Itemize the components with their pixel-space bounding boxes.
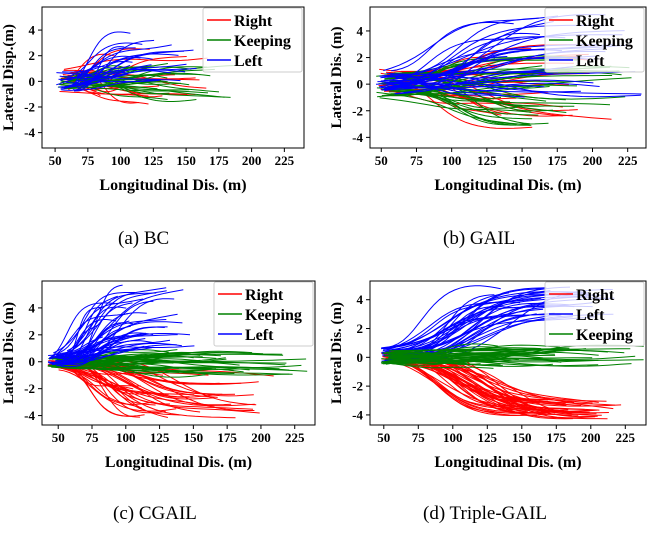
x-tick-label: 200 xyxy=(583,153,603,168)
legend-label: Left xyxy=(576,307,605,324)
x-tick-label: 125 xyxy=(144,153,164,168)
chart-b: 50 75 100 125 150 175 200 225 -4 -2 0 2 4 Longitudina… xyxy=(329,7,646,194)
legend-label: Keeping xyxy=(576,33,633,50)
y-axis-label: Lateral Dis. (m) xyxy=(329,26,345,128)
legend-label: Right xyxy=(576,287,615,304)
x-tick-label: 75 xyxy=(81,153,95,168)
y-tick-label: -2 xyxy=(352,379,363,394)
x-tick-label: 100 xyxy=(443,430,463,445)
y-tick-label: -2 xyxy=(24,381,35,396)
legend-label: Right xyxy=(234,13,273,30)
legend-label: Keeping xyxy=(234,33,291,50)
x-tick-label: 75 xyxy=(412,430,426,445)
x-tick-label: 150 xyxy=(176,153,196,168)
legend-label: Left xyxy=(234,53,263,70)
y-axis-label: Lateral Disp.(m) xyxy=(1,24,17,131)
caption-c: (c) CGAIL xyxy=(113,503,197,525)
legend-d: Right Left Keeping xyxy=(545,282,644,346)
x-tick-label: 50 xyxy=(52,430,65,445)
caption-d: (d) Triple-GAIL xyxy=(423,503,547,525)
y-tick-label: 2 xyxy=(357,321,364,336)
y-tick-label: 2 xyxy=(29,327,36,342)
y-tick-label: -4 xyxy=(352,130,363,145)
x-tick-label: 150 xyxy=(512,430,532,445)
x-tick-label: 225 xyxy=(275,153,295,168)
y-tick-label: 0 xyxy=(29,354,36,369)
x-tick-label: 50 xyxy=(377,430,390,445)
x-tick-label: 175 xyxy=(547,430,567,445)
x-axis-label: Longitudinal Dis. (m) xyxy=(105,454,252,471)
y-tick-label: 4 xyxy=(357,23,364,38)
x-tick-label: 200 xyxy=(581,430,601,445)
chart-d: 50 75 100 125 150 175 200 225 -4 -2 0 2 4 Longitudina… xyxy=(329,281,646,471)
y-tick-label: 4 xyxy=(29,23,36,38)
legend-label: Right xyxy=(245,287,284,304)
y-axis-label: Lateral Dis. (m) xyxy=(1,302,17,404)
legend-a: Right Keeping Left xyxy=(203,8,302,72)
x-tick-label: 225 xyxy=(616,430,636,445)
legend-b: Right Keeping Left xyxy=(545,8,644,72)
y-tick-label: 4 xyxy=(29,300,36,315)
x-tick-label: 50 xyxy=(375,153,388,168)
y-tick-label: -2 xyxy=(352,103,363,118)
x-tick-label: 125 xyxy=(150,430,170,445)
chart-c: 50 75 100 125 150 175 200 225 -4 -2 0 2 4 Longitudina… xyxy=(1,281,315,471)
x-tick-label: 150 xyxy=(512,153,532,168)
y-tick-label: -4 xyxy=(24,125,35,140)
x-tick-label: 100 xyxy=(116,430,136,445)
x-tick-label: 50 xyxy=(49,153,62,168)
x-tick-label: 200 xyxy=(251,430,271,445)
y-tick-label: 4 xyxy=(357,292,364,307)
y-tick-label: 0 xyxy=(357,350,364,365)
x-tick-label: 75 xyxy=(410,153,424,168)
caption-b: (b) GAIL xyxy=(443,228,515,250)
legend-c: Right Keeping Left xyxy=(214,282,313,346)
chart-a: 50 75 100 125 150 175 200 225 -4 -2 0 2 4 Longitudina… xyxy=(1,7,304,194)
x-tick-label: 175 xyxy=(209,153,229,168)
x-tick-label: 225 xyxy=(285,430,305,445)
y-axis-label: Lateral Dis. (m) xyxy=(329,302,345,404)
y-tick-label: -4 xyxy=(352,407,363,422)
x-tick-label: 75 xyxy=(86,430,100,445)
y-tick-label: 0 xyxy=(29,74,36,89)
x-tick-label: 125 xyxy=(478,430,498,445)
x-tick-label: 150 xyxy=(184,430,204,445)
x-axis-label: Longitudinal Dis. (m) xyxy=(434,454,581,471)
y-tick-label: 2 xyxy=(357,50,364,65)
x-tick-label: 175 xyxy=(217,430,237,445)
legend-label: Left xyxy=(576,53,605,70)
legend-label: Left xyxy=(245,327,274,344)
y-tick-label: -2 xyxy=(24,99,35,114)
y-tick-label: -4 xyxy=(24,408,35,423)
x-tick-label: 175 xyxy=(548,153,568,168)
legend-label: Keeping xyxy=(576,327,633,344)
legend-label: Keeping xyxy=(245,307,302,324)
x-axis-label: Longitudinal Dis. (m) xyxy=(434,177,581,194)
x-tick-label: 100 xyxy=(111,153,131,168)
x-tick-label: 125 xyxy=(477,153,497,168)
series-left-a xyxy=(56,32,196,91)
y-tick-label: 0 xyxy=(357,77,364,92)
caption-a: (a) BC xyxy=(118,228,169,250)
legend-label: Right xyxy=(576,13,615,30)
x-tick-label: 200 xyxy=(242,153,262,168)
x-axis-label: Longitudinal Dis. (m) xyxy=(99,177,246,194)
x-tick-label: 225 xyxy=(618,153,638,168)
x-tick-label: 100 xyxy=(442,153,462,168)
y-tick-label: 2 xyxy=(29,48,36,63)
